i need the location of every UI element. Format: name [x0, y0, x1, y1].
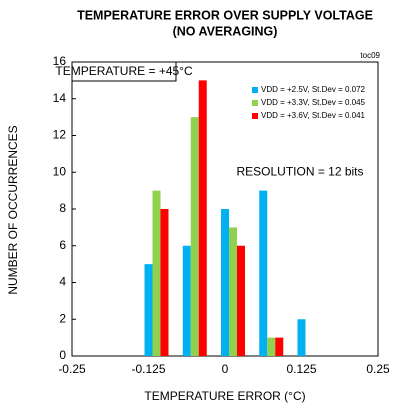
- bar: [198, 80, 207, 356]
- chart-title: TEMPERATURE ERROR OVER SUPPLY VOLTAGE: [77, 8, 373, 22]
- y-tick-label: 14: [53, 91, 67, 105]
- bar: [144, 264, 153, 356]
- bar: [160, 209, 169, 356]
- bar: [182, 245, 191, 356]
- x-tick-label: 0.25: [366, 362, 390, 376]
- legend-swatch: [252, 87, 258, 93]
- x-axis-label: TEMPERATURE ERROR (°C): [144, 389, 305, 403]
- y-tick-label: 8: [59, 201, 66, 215]
- y-tick-label: 0: [59, 348, 66, 362]
- legend-swatch: [252, 100, 258, 106]
- bar: [152, 190, 161, 356]
- y-tick-label: 16: [53, 54, 67, 68]
- y-axis-label: NUMBER OF OCCURRENCES: [6, 125, 20, 294]
- legend-swatch: [252, 113, 258, 119]
- y-tick-label: 6: [59, 238, 66, 252]
- y-tick-label: 4: [59, 275, 66, 289]
- annotation-box: [71, 61, 177, 82]
- x-tick-label: 0.125: [286, 362, 316, 376]
- chart-title: (NO AVERAGING): [173, 24, 278, 38]
- bar: [221, 209, 229, 356]
- figure-id: toc09: [360, 51, 380, 60]
- annotation: TEMPERATURE = +45°C: [55, 64, 193, 78]
- y-tick-label: 12: [53, 128, 67, 142]
- legend-label: VDD = +3.6V, St.Dev = 0.041: [261, 111, 366, 120]
- x-tick-label: 0: [222, 362, 229, 376]
- bar: [275, 337, 284, 356]
- legend-label: VDD = +2.5V, St.Dev = 0.072: [261, 85, 366, 94]
- y-tick-label: 10: [53, 164, 67, 178]
- bar: [259, 190, 268, 356]
- legend-label: VDD = +3.3V, St.Dev = 0.045: [261, 98, 366, 107]
- bar: [229, 227, 237, 356]
- bar: [297, 319, 306, 356]
- x-tick-label: -0.25: [58, 362, 86, 376]
- x-tick-label: -0.125: [131, 362, 165, 376]
- bar: [190, 117, 199, 356]
- annotation: RESOLUTION = 12 bits: [236, 164, 363, 178]
- bar: [237, 245, 245, 356]
- annotation-bg: [232, 164, 368, 181]
- y-tick-label: 2: [59, 311, 66, 325]
- bar: [267, 337, 276, 356]
